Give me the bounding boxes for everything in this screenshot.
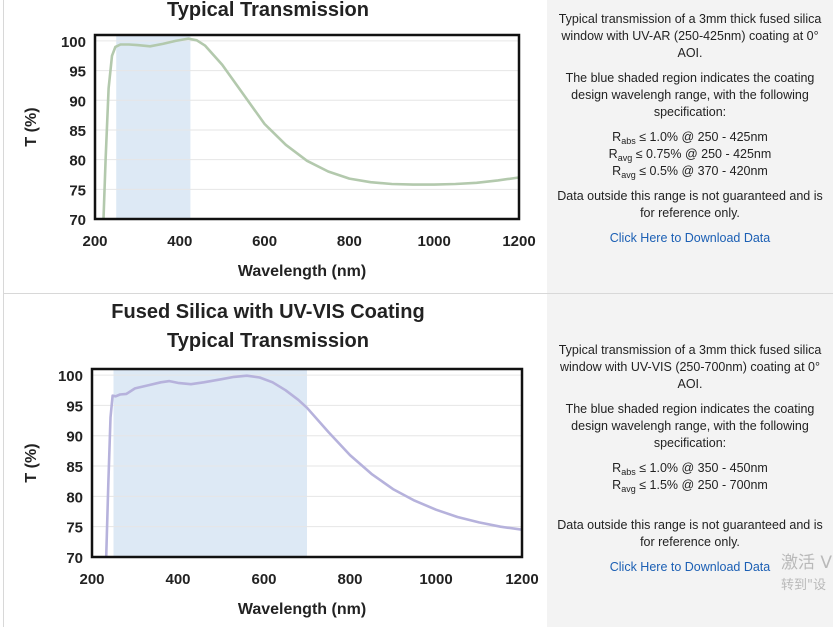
spec-line: Ravg ≤ 0.75% @ 250 - 425nm xyxy=(608,147,772,163)
x-tick-label: 600 xyxy=(251,571,276,588)
x-tick-label: 1200 xyxy=(502,233,535,250)
x-axis-label: Wavelength (nm) xyxy=(238,263,366,280)
coating-range-shade xyxy=(116,35,191,219)
coating-range-shade xyxy=(113,369,307,557)
y-tick-label: 85 xyxy=(69,123,86,140)
spec-line: Ravg ≤ 0.5% @ 370 - 420nm xyxy=(612,164,768,180)
y-axis-label: T (%) xyxy=(23,107,40,146)
x-axis-label: Wavelength (nm) xyxy=(238,601,366,618)
y-tick-label: 95 xyxy=(69,64,86,81)
download-data-link[interactable]: Click Here to Download Data xyxy=(609,560,771,574)
chart-title: Typical Transmission xyxy=(167,0,369,21)
x-tick-label: 1000 xyxy=(418,233,451,250)
x-tick-label: 200 xyxy=(82,233,107,250)
transmission-chart-uv-vis: Fused Silica with UV-VIS Coating Typical … xyxy=(23,301,539,618)
x-tick-label: 800 xyxy=(337,571,362,588)
y-tick-label: 85 xyxy=(66,459,83,476)
y-tick-label: 100 xyxy=(58,368,83,385)
spec-list: Rabs ≤ 1.0% @ 350 - 450nm Ravg ≤ 1.5% @ … xyxy=(547,460,833,494)
y-tick-label: 90 xyxy=(69,93,86,110)
description-intro: Typical transmission of a 3mm thick fuse… xyxy=(558,343,822,391)
x-tick-label: 1200 xyxy=(505,571,538,588)
description-disclaimer: Data outside this range is not guarantee… xyxy=(557,189,823,220)
y-tick-label: 75 xyxy=(69,182,86,199)
spec-line: Rabs ≤ 1.0% @ 250 - 425nm xyxy=(612,130,768,146)
description-intro: Typical transmission of a 3mm thick fuse… xyxy=(558,12,822,60)
x-tick-label: 600 xyxy=(252,233,277,250)
download-data-link[interactable]: Click Here to Download Data xyxy=(609,231,771,245)
description-shaded-note: The blue shaded region indicates the coa… xyxy=(565,71,815,119)
transmission-series-line xyxy=(102,37,519,219)
description-cell: Typical transmission of a 3mm thick fuse… xyxy=(547,294,833,627)
y-tick-label: 70 xyxy=(69,212,86,229)
chart-cell: Fused Silica with UV-VIS Coating Typical … xyxy=(3,294,548,627)
y-tick-label: 95 xyxy=(66,398,83,415)
y-tick-label: 80 xyxy=(69,153,86,170)
chart-cell: Typical Transmission 70 75 80 85 90 95 100 200 40… xyxy=(3,0,548,294)
y-axis-label: T (%) xyxy=(23,443,40,482)
spec-list: Rabs ≤ 1.0% @ 250 - 425nm Ravg ≤ 0.75% @… xyxy=(547,129,833,180)
description-shaded-note: The blue shaded region indicates the coa… xyxy=(565,402,815,450)
description-disclaimer: Data outside this range is not guarantee… xyxy=(557,518,823,549)
transmission-series-line xyxy=(104,374,522,557)
chart-title: Typical Transmission xyxy=(167,330,369,352)
spec-line: Rabs ≤ 1.0% @ 350 - 450nm xyxy=(612,461,768,477)
transmission-chart-uv-ar: Typical Transmission 70 75 80 85 90 95 100 200 40… xyxy=(23,0,536,280)
y-tick-label: 75 xyxy=(66,520,83,537)
plot-frame xyxy=(90,367,524,559)
description-cell: Typical transmission of a 3mm thick fuse… xyxy=(547,0,833,294)
chart-title: Fused Silica with UV-VIS Coating xyxy=(111,301,424,323)
y-tick-label: 80 xyxy=(66,489,83,506)
plot-frame xyxy=(93,33,521,221)
x-tick-label: 400 xyxy=(167,233,192,250)
x-tick-label: 400 xyxy=(165,571,190,588)
x-tick-label: 1000 xyxy=(419,571,452,588)
y-tick-label: 90 xyxy=(66,429,83,446)
x-tick-label: 200 xyxy=(79,571,104,588)
product-row-uv-ar: Typical Transmission 70 75 80 85 90 95 100 200 40… xyxy=(3,0,833,294)
product-row-uv-vis: Fused Silica with UV-VIS Coating Typical … xyxy=(3,293,833,627)
spec-line: Ravg ≤ 1.5% @ 250 - 700nm xyxy=(612,478,768,494)
x-tick-label: 800 xyxy=(337,233,362,250)
y-tick-label: 100 xyxy=(61,34,86,51)
y-tick-label: 70 xyxy=(66,550,83,567)
